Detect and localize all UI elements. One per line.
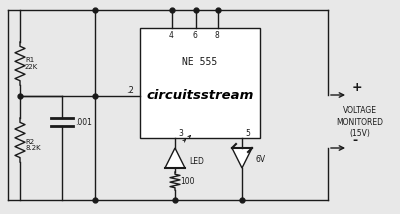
Text: R2
8.2K: R2 8.2K xyxy=(25,138,41,152)
Text: 100: 100 xyxy=(180,177,194,186)
Text: -: - xyxy=(352,134,357,147)
Text: 4: 4 xyxy=(168,31,174,40)
Text: VOLTAGE
MONITORED
(15V): VOLTAGE MONITORED (15V) xyxy=(336,106,384,138)
Text: .2: .2 xyxy=(126,86,134,95)
Polygon shape xyxy=(232,148,252,168)
Text: 3: 3 xyxy=(178,129,183,138)
Text: 8: 8 xyxy=(215,31,219,40)
Text: LED: LED xyxy=(189,156,204,165)
Text: 6V: 6V xyxy=(255,156,265,165)
Bar xyxy=(140,28,260,138)
Text: 5: 5 xyxy=(245,129,250,138)
Text: R1
22K: R1 22K xyxy=(25,56,38,70)
Text: NE 555: NE 555 xyxy=(182,57,218,67)
Text: .001: .001 xyxy=(75,117,92,126)
Text: +: + xyxy=(352,81,363,94)
Text: 6: 6 xyxy=(192,31,198,40)
Polygon shape xyxy=(165,148,185,168)
Text: circuitsstream: circuitsstream xyxy=(146,89,254,101)
